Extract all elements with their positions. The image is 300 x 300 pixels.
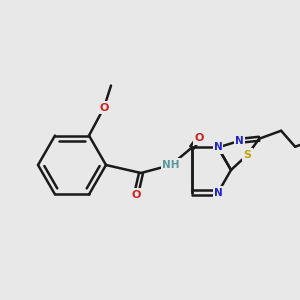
Text: N: N	[235, 136, 244, 146]
Text: N: N	[214, 188, 222, 197]
Text: O: O	[99, 103, 109, 112]
Text: NH: NH	[162, 160, 180, 170]
Text: O: O	[131, 190, 141, 200]
Text: S: S	[244, 150, 252, 160]
Text: methoxy: methoxy	[112, 85, 118, 86]
Text: O: O	[194, 133, 204, 143]
Text: N: N	[214, 142, 222, 152]
